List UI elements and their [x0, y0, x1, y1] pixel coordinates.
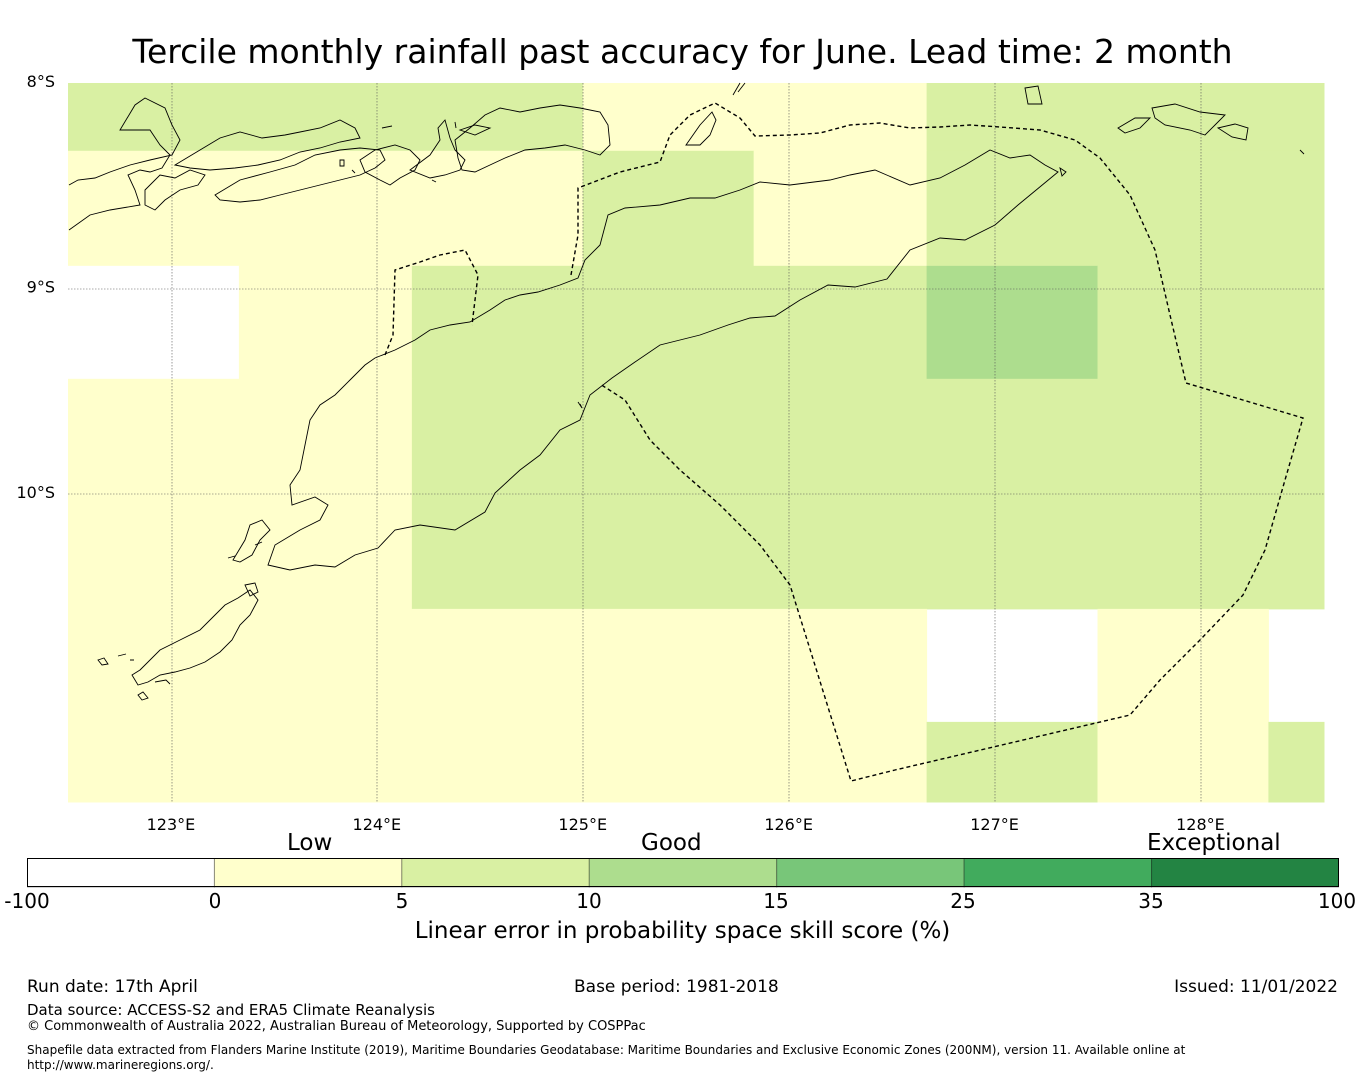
- skill-grid-cell: [582, 150, 755, 267]
- skill-grid-cell: [1097, 608, 1269, 803]
- skill-grid-cell: [1097, 265, 1325, 380]
- copyright: © Commonwealth of Australia 2022, Austra…: [27, 1019, 646, 1034]
- colorbar-segment: [401, 858, 590, 888]
- colorbar-tick: 10: [576, 889, 602, 913]
- longitude-tick-label: 127°E: [970, 815, 1019, 830]
- maritime-boundary-dashed: [384, 102, 1304, 782]
- colorbar-tick: -100: [4, 889, 50, 913]
- skill-grid-cell: [926, 721, 1099, 803]
- graticule: [68, 83, 1324, 802]
- skill-grid-cell: [68, 83, 584, 152]
- longitude-tick-label: 125°E: [558, 815, 607, 830]
- colorbar-tick: 35: [1138, 889, 1164, 913]
- colorbar-tick: 25: [950, 889, 976, 913]
- shapefile-credit-line1: Shapefile data extracted from Flanders M…: [27, 1043, 1186, 1057]
- colorbar-tick: 0: [208, 889, 222, 913]
- skill-grid-cell: [238, 265, 413, 380]
- map-title: Tercile monthly rainfall past accuracy f…: [132, 32, 1233, 71]
- shapefile-credit: Shapefile data extracted from Flanders M…: [27, 1043, 1185, 1073]
- longitude-tick-labels: 123°E 124°E 125°E 126°E 127°E 128°E: [147, 815, 1225, 830]
- coastline: [68, 82, 1305, 701]
- longitude-tick-label: 123°E: [147, 815, 196, 830]
- longitude-tick-label: 126°E: [764, 815, 813, 830]
- longitude-tick-label: 128°E: [1176, 815, 1225, 830]
- skill-grid-cells: [68, 83, 1325, 803]
- skill-grid-cell: [926, 150, 1325, 267]
- colorbar-category-good: Good: [641, 830, 702, 856]
- latitude-tick-label: 8°S: [27, 72, 55, 91]
- colorbar-tick: 100: [1317, 889, 1357, 913]
- colorbar-tick: 15: [763, 889, 789, 913]
- skill-grid-cell: [68, 608, 928, 803]
- colorbar-segment: [588, 858, 778, 888]
- skill-grid-cell: [926, 83, 1325, 152]
- skill-grid-cell: [582, 83, 928, 152]
- colorbar-segment: [1151, 858, 1339, 888]
- skill-score-map: 123°E 124°E 125°E 126°E 127°E 128°E 8°S 9°S 10°…: [16, 72, 1325, 830]
- skill-grid-cell: [68, 150, 584, 267]
- skill-grid-cell: [753, 150, 928, 267]
- colorbar-category-exceptional: Exceptional: [1147, 830, 1281, 856]
- issued-date: Issued: 11/01/2022: [1174, 977, 1338, 997]
- colorbar-segment: [213, 858, 403, 888]
- colorbar-tick: 5: [395, 889, 409, 913]
- skill-grid-cell: [411, 265, 928, 380]
- skill-grid-cell: [926, 265, 1099, 380]
- latitude-tick-labels: 8°S 9°S 10°S: [16, 72, 55, 502]
- longitude-tick-label: 124°E: [353, 815, 402, 830]
- colorbar-category-low: Low: [287, 830, 333, 856]
- data-source: Data source: ACCESS-S2 and ERA5 Climate …: [27, 1001, 435, 1019]
- base-period: Base period: 1981-2018: [574, 977, 779, 997]
- colorbar-label: Linear error in probability space skill …: [414, 918, 951, 944]
- run-date: Run date: 17th April: [27, 977, 198, 997]
- colorbar-segment: [963, 858, 1153, 888]
- colorbar-segment: [776, 858, 965, 888]
- latitude-tick-label: 10°S: [16, 483, 55, 502]
- latitude-tick-label: 9°S: [27, 277, 55, 296]
- colorbar: [27, 858, 1339, 888]
- skill-grid-cell: [68, 265, 240, 380]
- skill-grid-cell: [1268, 721, 1325, 803]
- colorbar-segment: [27, 858, 215, 888]
- shapefile-credit-line2: http://www.marineregions.org/.: [27, 1058, 214, 1072]
